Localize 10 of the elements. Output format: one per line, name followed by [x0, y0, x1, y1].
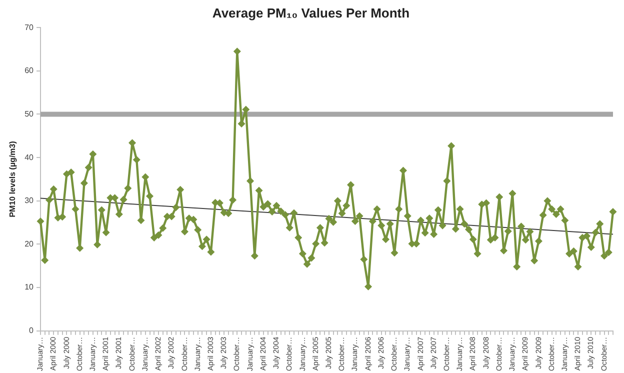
y-axis-title: PM10 levels (µg/m3): [8, 140, 18, 218]
y-tick-label: 70: [24, 22, 34, 32]
y-tick-label: 50: [24, 109, 34, 118]
y-tick-label: 20: [24, 239, 34, 248]
chart-title: Average PM₁₀ Values Per Month: [212, 5, 410, 20]
y-tick-label: 40: [24, 152, 34, 162]
y-tick-label: 10: [24, 282, 34, 292]
y-tick-label: 30: [24, 196, 34, 206]
y-tick-label: 60: [24, 66, 34, 76]
y-tick-label: 0: [29, 326, 34, 336]
